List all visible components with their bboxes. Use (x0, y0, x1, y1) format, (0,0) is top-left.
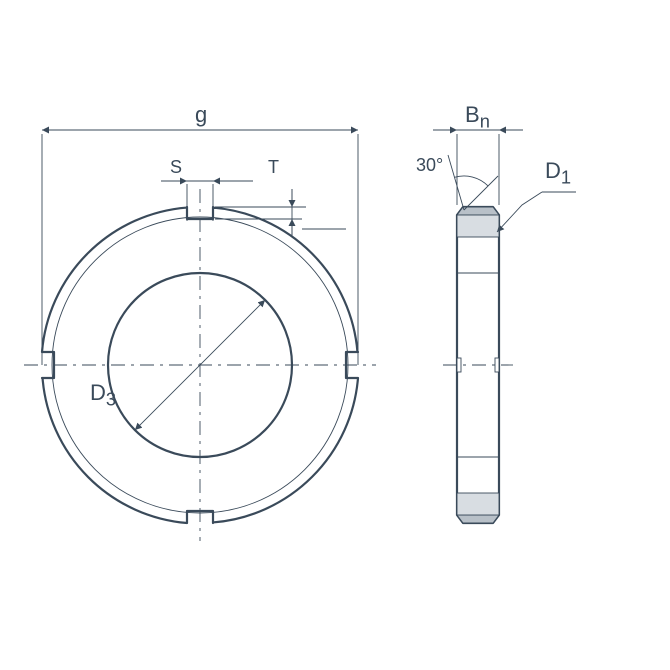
dim-label-30deg: 30° (416, 155, 443, 176)
dim-label-g: g (195, 102, 207, 128)
dim-label-Bn: Bn (465, 102, 490, 132)
dim-label-D3: D3 (90, 380, 116, 410)
dim-label-D1: D1 (545, 158, 571, 188)
drawing-svg (0, 0, 670, 670)
dim-label-T: T (268, 157, 279, 178)
dim-label-S: S (170, 157, 182, 178)
diagram-canvas: g S T D3 Bn 30° D1 (0, 0, 670, 670)
